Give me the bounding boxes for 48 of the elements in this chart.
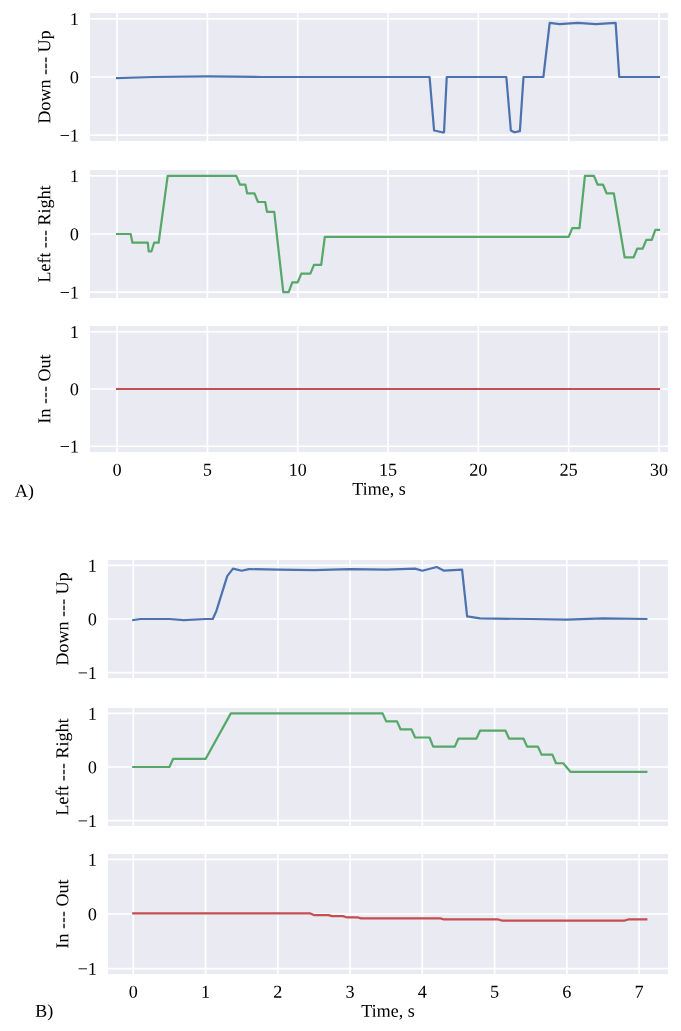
- y-axis-title: In --- Out: [56, 879, 69, 948]
- y-tick-label: 1: [71, 13, 78, 26]
- x-tick-label: 7: [635, 985, 644, 998]
- y-axis-title: Left --- Right: [55, 718, 73, 816]
- x-tick-label: 10: [290, 463, 307, 476]
- line-series: [132, 565, 648, 622]
- y-tick-label: −1: [78, 962, 96, 975]
- y-tick-label: 0: [88, 613, 97, 626]
- y-tick-label: 1: [89, 853, 96, 866]
- y-tick-label: −1: [78, 666, 96, 679]
- line-series: [115, 174, 661, 294]
- y-tick-label: 1: [89, 707, 96, 720]
- x-axis-title: Time, s: [352, 482, 406, 498]
- y-tick-label: −1: [60, 440, 78, 453]
- y-axis-title: Left --- Right: [37, 185, 55, 283]
- y-tick-label: 1: [89, 559, 96, 572]
- y-axis-title: Down --- Up: [56, 573, 73, 666]
- y-tick-label: 0: [70, 71, 79, 84]
- x-tick-label: 20: [470, 463, 487, 476]
- x-tick-label: 0: [113, 463, 121, 476]
- y-tick-label: 0: [88, 908, 97, 921]
- x-tick-label: 1: [202, 985, 209, 998]
- x-tick-label: 4: [418, 985, 427, 998]
- line-series: [115, 21, 661, 134]
- y-tick-label: −1: [78, 814, 96, 827]
- x-axis-title: Time, s: [361, 1004, 415, 1020]
- y-tick-label: 0: [70, 383, 79, 396]
- x-tick-label: 15: [380, 463, 397, 476]
- y-axis-title: Down --- Up: [38, 31, 55, 124]
- y-axis-title: In --- Out: [38, 354, 51, 423]
- y-tick-label: 1: [71, 170, 78, 183]
- line-series: [132, 712, 648, 773]
- text: B): [35, 1004, 53, 1021]
- y-tick-label: 1: [71, 326, 78, 338]
- y-tick-label: 0: [70, 228, 79, 241]
- y-tick-label: −1: [60, 286, 78, 299]
- line-series: [132, 912, 648, 922]
- x-tick-label: 0: [129, 985, 138, 998]
- y-tick-label: −1: [60, 129, 78, 142]
- x-tick-label: 6: [563, 985, 571, 998]
- x-tick-label: 30: [650, 463, 668, 476]
- x-tick-label: 2: [274, 985, 282, 998]
- y-tick-label: 0: [88, 761, 97, 774]
- x-tick-label: 5: [203, 463, 212, 476]
- text: A): [15, 484, 34, 501]
- x-tick-label: 5: [491, 985, 499, 998]
- x-tick-label: 3: [346, 985, 354, 998]
- x-tick-label: 25: [560, 463, 577, 476]
